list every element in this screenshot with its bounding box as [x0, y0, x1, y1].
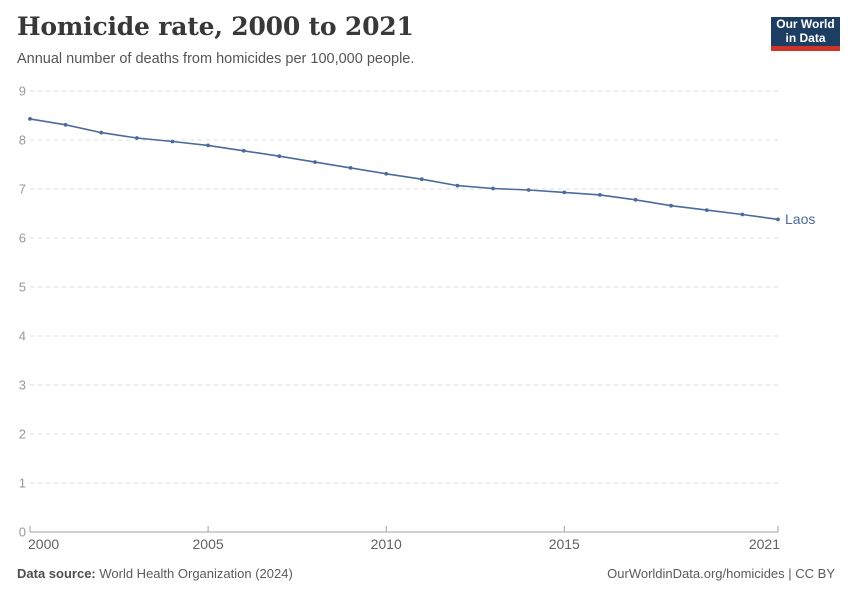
- owid-logo-line2: in Data: [785, 30, 826, 45]
- data-source-note: Data source: World Health Organization (…: [17, 566, 293, 581]
- data-point[interactable]: [206, 143, 211, 148]
- owid-logo[interactable]: Our World in Data: [771, 17, 840, 51]
- data-point[interactable]: [455, 183, 460, 188]
- data-point[interactable]: [241, 148, 246, 153]
- data-point[interactable]: [170, 139, 175, 144]
- data-point[interactable]: [63, 122, 68, 127]
- x-tick-label: 2000: [28, 536, 59, 552]
- license-link[interactable]: OurWorldinData.org/homicides | CC BY: [607, 566, 835, 581]
- data-point[interactable]: [313, 160, 317, 165]
- data-point[interactable]: [740, 212, 745, 217]
- x-tick-label: 2010: [371, 536, 402, 552]
- owid-logo-line1: Our World: [776, 17, 835, 31]
- data-point[interactable]: [598, 193, 602, 197]
- data-source-label: Data source:: [17, 566, 96, 581]
- data-point[interactable]: [491, 186, 495, 191]
- data-point[interactable]: [277, 154, 282, 159]
- data-point[interactable]: [633, 197, 638, 202]
- data-source-text: World Health Organization (2024): [95, 566, 293, 581]
- y-tick-label: 2: [19, 427, 26, 442]
- y-tick-label: 6: [19, 231, 26, 246]
- data-point[interactable]: [384, 171, 389, 176]
- x-tick-label: 2021: [749, 536, 780, 552]
- entity-label-laos: Laos: [785, 211, 815, 227]
- data-point[interactable]: [99, 130, 104, 135]
- x-tick-label: 2015: [549, 536, 580, 552]
- y-tick-label: 8: [19, 133, 26, 148]
- y-tick-label: 3: [19, 378, 26, 393]
- chart-title: Homicide rate, 2000 to 2021: [17, 12, 414, 41]
- chart-footer: Data source: World Health Organization (…: [17, 566, 835, 581]
- data-point[interactable]: [526, 188, 531, 192]
- data-point[interactable]: [348, 166, 353, 170]
- data-point[interactable]: [135, 136, 139, 140]
- y-tick-label: 1: [19, 476, 26, 491]
- series-line-laos[interactable]: [29, 118, 779, 221]
- y-tick-label: 4: [19, 329, 26, 344]
- y-tick-label: 9: [19, 84, 26, 99]
- x-tick-label: 2005: [193, 536, 224, 552]
- data-point[interactable]: [776, 217, 780, 222]
- data-point[interactable]: [669, 203, 673, 208]
- data-point[interactable]: [28, 117, 32, 121]
- data-point[interactable]: [419, 177, 424, 182]
- y-tick-label: 5: [19, 280, 26, 295]
- data-point[interactable]: [562, 190, 567, 195]
- data-point[interactable]: [704, 208, 709, 213]
- y-tick-label: 7: [19, 182, 26, 197]
- y-tick-label: 0: [19, 525, 26, 540]
- chart-subtitle: Annual number of deaths from homicides p…: [17, 51, 415, 67]
